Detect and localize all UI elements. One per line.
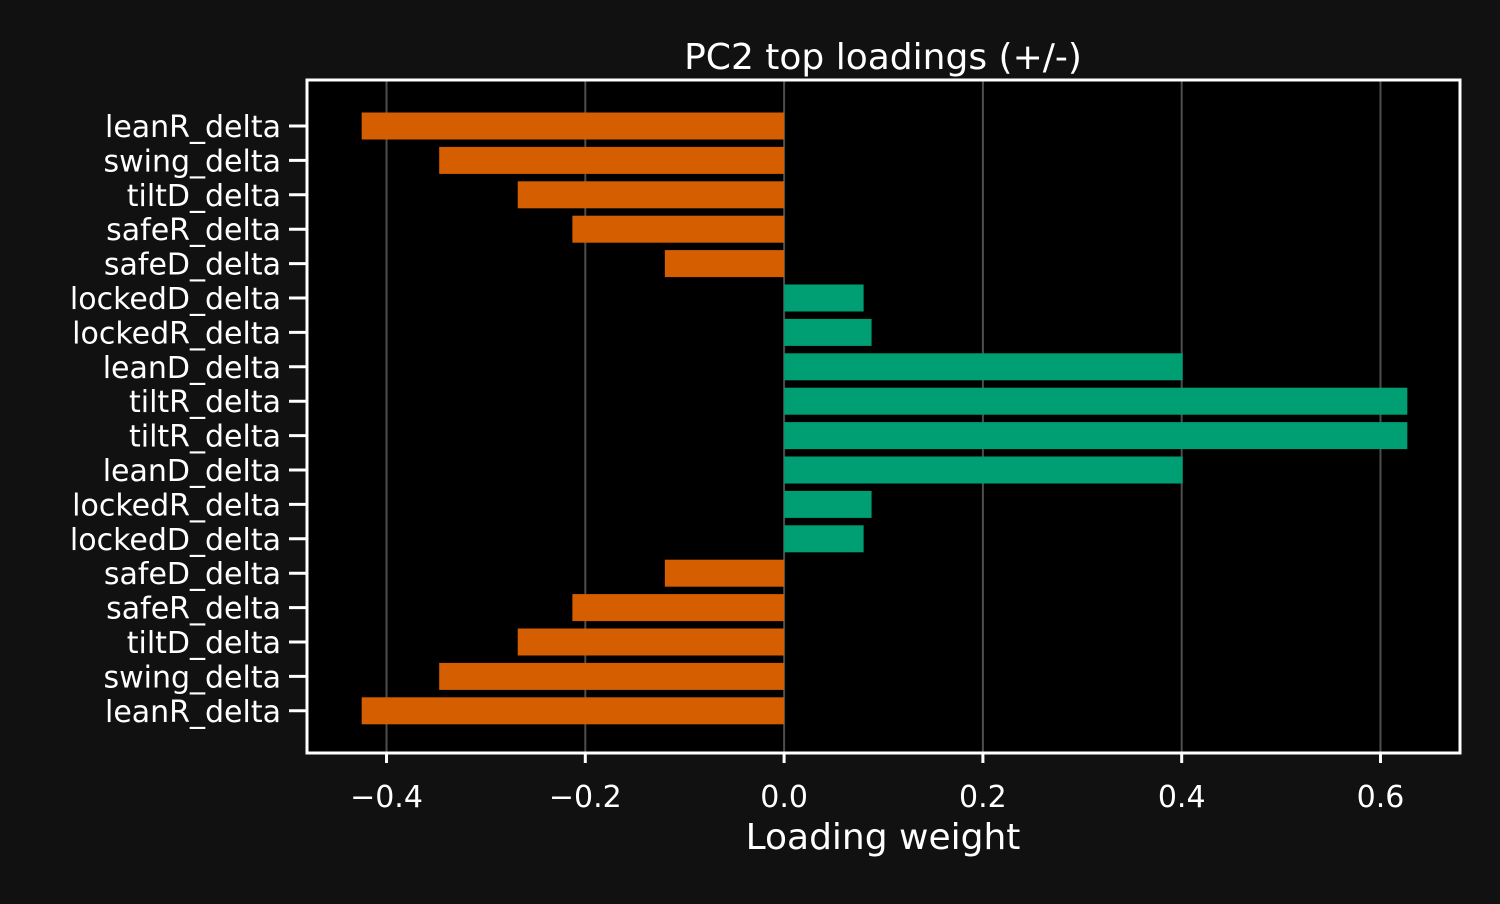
y-tick-label: lockedR_delta [72, 488, 281, 523]
y-tick-label: lockedD_delta [70, 523, 281, 558]
y-axis-ticks: leanR_deltaswing_deltatiltD_deltasafeR_d… [70, 110, 307, 730]
y-tick-label: tiltR_delta [129, 420, 281, 455]
bar-18 [361, 697, 785, 725]
bar-16 [517, 628, 785, 656]
bar-1 [361, 112, 785, 140]
bar-2 [439, 146, 785, 174]
y-tick-label: safeD_delta [104, 557, 281, 592]
x-tick-label: 0.2 [959, 780, 1007, 815]
bar-17 [439, 662, 785, 690]
bar-15 [572, 594, 785, 622]
y-tick-label: leanD_delta [103, 351, 281, 386]
bar-11 [784, 456, 1183, 484]
y-tick-label: safeR_delta [106, 213, 281, 248]
y-tick-label: swing_delta [103, 660, 281, 695]
y-tick-label: swing_delta [103, 144, 281, 179]
y-tick-label: tiltD_delta [127, 626, 281, 661]
y-tick-label: lockedD_delta [70, 282, 281, 317]
bar-10 [784, 422, 1408, 450]
x-tick-label: −0.4 [350, 780, 423, 815]
bar-6 [784, 284, 864, 312]
chart-title: PC2 top loadings (+/-) [684, 37, 1082, 78]
x-axis-label: Loading weight [746, 817, 1021, 858]
plot-frame [305, 78, 1462, 755]
bar-12 [784, 490, 872, 518]
y-tick-label: leanD_delta [103, 454, 281, 489]
bars [361, 112, 1408, 725]
bar-13 [784, 525, 864, 553]
y-tick-label: leanR_delta [105, 695, 281, 730]
bar-4 [572, 215, 785, 243]
x-tick-label: 0.4 [1158, 780, 1206, 815]
bar-8 [784, 353, 1183, 381]
bar-5 [664, 250, 785, 278]
bar-7 [784, 318, 872, 346]
plot-area [307, 80, 1460, 753]
x-tick-label: 0.6 [1357, 780, 1405, 815]
y-tick-label: tiltR_delta [129, 385, 281, 420]
x-tick-label: −0.2 [549, 780, 622, 815]
x-axis-ticks: −0.4 −0.2 0.0 0.2 0.4 0.6 [350, 753, 1404, 815]
x-tick-label: 0.0 [760, 780, 808, 815]
y-tick-label: leanR_delta [105, 110, 281, 145]
y-tick-label: safeR_delta [106, 592, 281, 627]
y-tick-label: tiltD_delta [127, 179, 281, 214]
bar-9 [784, 387, 1408, 415]
y-tick-label: safeD_delta [104, 248, 281, 283]
bar-3 [517, 181, 785, 209]
bar-14 [664, 559, 785, 587]
y-tick-label: lockedR_delta [72, 316, 281, 351]
